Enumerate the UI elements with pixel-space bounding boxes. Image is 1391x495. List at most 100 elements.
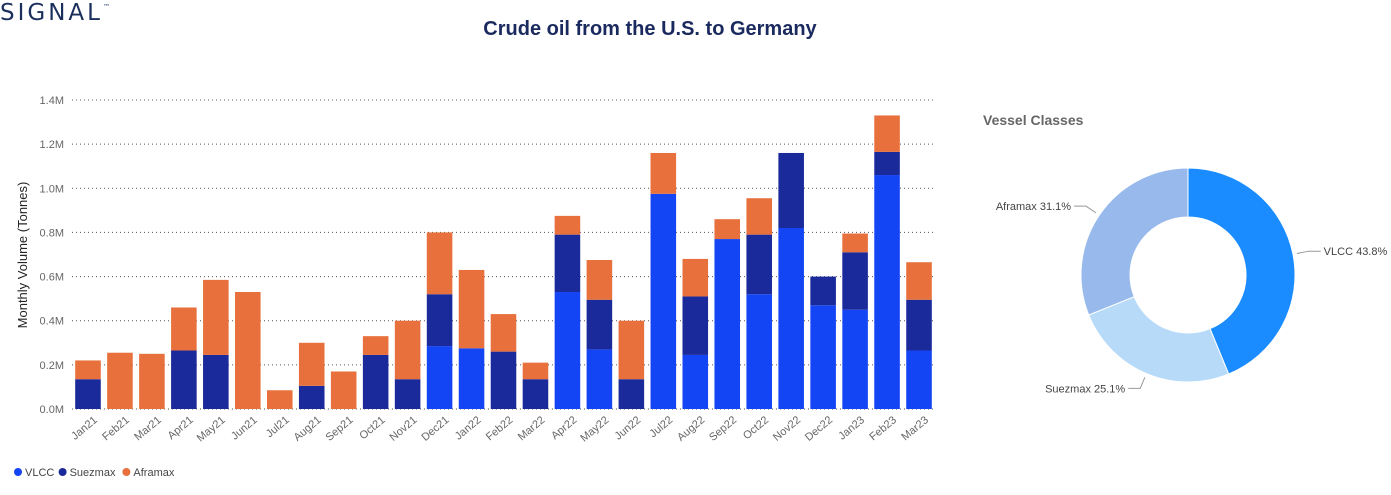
bar-aframax-mar21[interactable] bbox=[139, 353, 165, 409]
x-tick-label: Oct22 bbox=[741, 414, 771, 442]
legend-marker-vlcc[interactable] bbox=[14, 468, 22, 476]
x-tick-label: Dec22 bbox=[803, 414, 835, 444]
x-tick-label: Feb21 bbox=[100, 414, 132, 443]
bar-aframax-sep21[interactable] bbox=[330, 371, 357, 409]
x-tick-label: Nov21 bbox=[387, 414, 419, 444]
x-tick-label: Mar22 bbox=[516, 414, 548, 443]
bar-aframax-jan23[interactable] bbox=[842, 233, 868, 253]
bar-aframax-oct21[interactable] bbox=[362, 336, 389, 355]
x-tick-label: Mar23 bbox=[899, 414, 931, 443]
bar-suezmax-jan23[interactable] bbox=[842, 252, 868, 310]
donut-label-vlcc: VLCC 43.8% bbox=[1324, 246, 1388, 258]
bar-aframax-jun22[interactable] bbox=[618, 320, 645, 380]
bar-vlcc-aug22[interactable] bbox=[682, 354, 709, 409]
bar-vlcc-jan22[interactable] bbox=[458, 348, 485, 409]
bar-vlcc-dec22[interactable] bbox=[810, 305, 836, 409]
bar-suezmax-aug21[interactable] bbox=[298, 385, 325, 409]
bar-suezmax-jan21[interactable] bbox=[75, 379, 101, 409]
x-tick-label: Dec21 bbox=[419, 414, 451, 444]
bar-aframax-may21[interactable] bbox=[203, 279, 229, 355]
legend-marker-suezmax[interactable] bbox=[58, 468, 67, 476]
y-tick-label: 0.2M bbox=[40, 360, 64, 372]
bar-aframax-feb21[interactable] bbox=[107, 352, 133, 409]
stacked-bar-chart: 0.0M 0.2M 0.4M 0.6M 0.8M 1.0M 1.2M 1.4M Monthly … bbox=[14, 95, 935, 479]
bar-aframax-jan22[interactable] bbox=[458, 269, 485, 349]
donut-slice-suezmax[interactable] bbox=[1088, 296, 1230, 383]
bar-suezmax-may21[interactable] bbox=[203, 354, 229, 409]
bar-aframax-apr22[interactable] bbox=[554, 215, 581, 235]
bar-aframax-feb22[interactable] bbox=[490, 314, 517, 352]
x-tick-label: May21 bbox=[195, 414, 228, 444]
donut-title: Vessel Classes bbox=[983, 112, 1084, 128]
x-tick-label: Feb23 bbox=[867, 414, 899, 443]
bar-suezmax-oct22[interactable] bbox=[746, 234, 772, 295]
x-tick-label: Jun22 bbox=[613, 414, 644, 442]
bar-vlcc-mar23[interactable] bbox=[906, 350, 932, 409]
x-tick-label: Jul22 bbox=[647, 414, 675, 440]
bar-vlcc-nov22[interactable] bbox=[778, 228, 804, 409]
bar-suezmax-feb23[interactable] bbox=[874, 151, 900, 176]
bar-suezmax-mar23[interactable] bbox=[906, 299, 932, 351]
logo-trademark: ™ bbox=[102, 3, 110, 11]
donut-slice-vlcc[interactable] bbox=[1187, 167, 1296, 375]
x-tick-label: Jan23 bbox=[836, 414, 867, 442]
signal-logo: SIGNAL™ bbox=[0, 0, 110, 26]
bar-aframax-jan21[interactable] bbox=[75, 360, 101, 380]
bar-vlcc-apr22[interactable] bbox=[554, 292, 581, 409]
bar-suezmax-dec22[interactable] bbox=[810, 276, 836, 306]
bar-suezmax-may22[interactable] bbox=[586, 299, 613, 350]
legend-label-suezmax[interactable]: Suezmax bbox=[70, 467, 116, 479]
x-tick-label: Mar21 bbox=[132, 414, 164, 443]
bar-aframax-mar23[interactable] bbox=[906, 262, 932, 300]
bar-aframax-sep22[interactable] bbox=[714, 219, 741, 240]
bar-vlcc-oct22[interactable] bbox=[746, 294, 772, 409]
bar-vlcc-sep22[interactable] bbox=[714, 239, 741, 409]
bar-aframax-apr21[interactable] bbox=[171, 307, 197, 351]
bar-suezmax-feb22[interactable] bbox=[490, 351, 517, 409]
bar-vlcc-jan23[interactable] bbox=[842, 309, 868, 409]
bar-aframax-may22[interactable] bbox=[586, 260, 613, 300]
bar-aframax-feb23[interactable] bbox=[874, 115, 900, 152]
y-tick-label: 1.4M bbox=[40, 95, 64, 107]
legend-label-vlcc[interactable]: VLCC bbox=[25, 467, 54, 479]
page-title: Crude oil from the U.S. to Germany bbox=[483, 18, 817, 40]
bar-vlcc-jul22[interactable] bbox=[650, 193, 677, 409]
y-tick-label: 1.2M bbox=[40, 139, 64, 151]
bar-vlcc-may22[interactable] bbox=[586, 349, 613, 409]
bar-suezmax-jun22[interactable] bbox=[618, 379, 645, 409]
bar-suezmax-oct21[interactable] bbox=[362, 354, 389, 409]
bar-aframax-aug21[interactable] bbox=[298, 342, 325, 386]
bar-aframax-mar22[interactable] bbox=[522, 362, 549, 380]
donut-slice-aframax[interactable] bbox=[1080, 167, 1189, 316]
bar-vlcc-dec21[interactable] bbox=[426, 346, 453, 409]
bar-suezmax-mar22[interactable] bbox=[522, 379, 549, 409]
bar-aframax-jul21[interactable] bbox=[266, 390, 293, 409]
x-tick-label: Feb22 bbox=[484, 414, 516, 443]
bar-vlcc-feb23[interactable] bbox=[874, 175, 900, 409]
leader-line bbox=[1296, 250, 1321, 255]
bar-suezmax-dec21[interactable] bbox=[426, 294, 453, 347]
bar-aframax-dec21[interactable] bbox=[426, 232, 453, 295]
x-tick-label: Apr22 bbox=[549, 414, 579, 442]
bar-suezmax-apr22[interactable] bbox=[554, 234, 581, 293]
bar-aframax-aug22[interactable] bbox=[682, 258, 709, 297]
bar-suezmax-nov22[interactable] bbox=[778, 152, 804, 229]
x-tick-label: Sep22 bbox=[707, 414, 739, 444]
y-tick-label: 0.8M bbox=[40, 227, 64, 239]
y-tick-label: 0.6M bbox=[40, 272, 64, 284]
x-tick-label: May22 bbox=[578, 414, 611, 444]
legend-marker-aframax[interactable] bbox=[122, 468, 131, 476]
legend-label-aframax[interactable]: Aframax bbox=[133, 467, 174, 479]
x-tick-label: Aug21 bbox=[292, 414, 324, 444]
bar-suezmax-apr21[interactable] bbox=[171, 350, 197, 409]
bar-aframax-nov21[interactable] bbox=[394, 320, 421, 380]
y-tick-label: 0.4M bbox=[40, 316, 64, 328]
vessel-classes-donut-chart: Vessel Classes VLCC 43.8% Suezmax 25.1% Afr… bbox=[983, 112, 1388, 395]
bar-aframax-oct22[interactable] bbox=[746, 198, 772, 235]
bar-aframax-jul22[interactable] bbox=[650, 152, 677, 194]
bar-aframax-jun21[interactable] bbox=[235, 292, 261, 409]
bar-suezmax-aug22[interactable] bbox=[682, 296, 709, 355]
bar-suezmax-nov21[interactable] bbox=[394, 379, 421, 409]
x-tick-label: Oct21 bbox=[357, 414, 387, 442]
y-tick-label: 1.0M bbox=[40, 183, 64, 195]
